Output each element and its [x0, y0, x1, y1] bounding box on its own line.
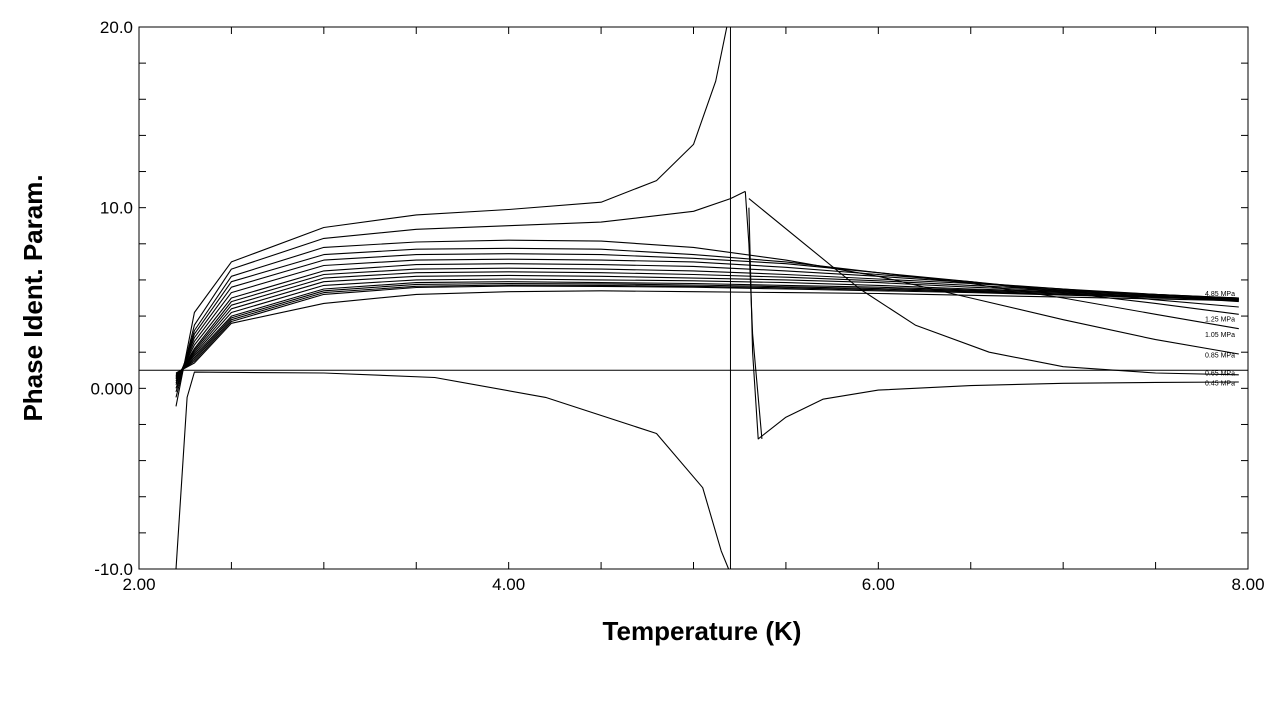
series-line-15	[175, 281, 1239, 377]
series-line-12	[175, 271, 1239, 379]
series-line-2	[175, 27, 728, 407]
series-line-6	[175, 239, 1239, 393]
series-line-11	[175, 267, 1239, 380]
x-tick-label: 2.00	[122, 575, 155, 594]
series-label: 1.25 MPa	[1205, 316, 1235, 323]
chart-axes: 2.00 4.00 6.00 8.00 -10.0 0.000 10.0 20.0	[90, 18, 1264, 594]
x-tick-label: 6.00	[862, 575, 895, 594]
x-tick-label: 8.00	[1231, 575, 1264, 594]
series-label: 0.45 MPa	[1205, 381, 1235, 388]
series-line-5	[744, 191, 763, 439]
series-line-18	[175, 285, 1239, 375]
series-label: 0.85 MPa	[1205, 353, 1235, 360]
series-line-3	[748, 198, 1239, 376]
series-label: 4.85 MPa	[1205, 291, 1235, 298]
chart-series-labels: 4.85 MPa 1.25 MPa 1.05 MPa 0.85 MPa 0.65 MPa…	[1205, 291, 1235, 387]
series-label: 0.65 MPa	[1205, 371, 1235, 378]
series-line-7	[175, 247, 1239, 389]
y-tick-label: -10.0	[94, 560, 133, 579]
series-line-14	[175, 278, 1239, 377]
series-line-1	[748, 207, 1239, 440]
series-line-4	[175, 190, 746, 398]
y-axis-title: Phase Ident. Param.	[18, 174, 48, 421]
series-line-13	[175, 274, 1239, 378]
x-tick-label: 4.00	[492, 575, 525, 594]
series-line-19	[175, 290, 1239, 374]
y-tick-label: 10.0	[100, 199, 133, 218]
series-label: 1.05 MPa	[1205, 332, 1235, 339]
series-line-0	[175, 371, 730, 569]
series-line-17	[175, 284, 1239, 376]
series-line-16	[175, 282, 1239, 377]
y-tick-label: 0.000	[90, 379, 133, 398]
chart-marks	[139, 27, 1248, 569]
y-tick-label: 20.0	[100, 18, 133, 37]
x-axis-title: Temperature (K)	[603, 616, 802, 646]
